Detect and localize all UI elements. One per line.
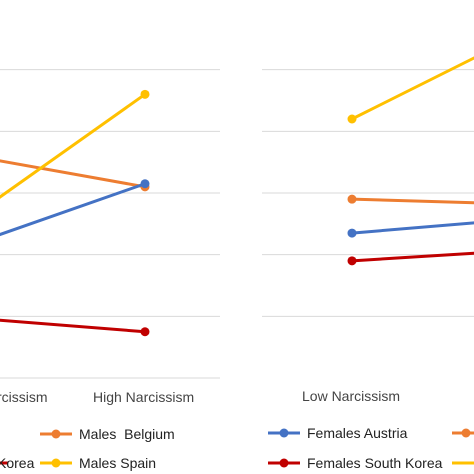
left-x-tick-label-low: rcissism <box>0 389 48 405</box>
legend-item-females-south-korea: Females South Korea <box>268 455 443 471</box>
legend-label-korea: Korea <box>0 455 35 471</box>
series-line <box>0 182 147 237</box>
data-point <box>347 228 357 238</box>
legend-label-males-belgium: Males Belgium <box>79 426 175 442</box>
series-0-3 <box>0 318 150 337</box>
series-1-1 <box>347 194 474 205</box>
series-1-3 <box>347 251 474 266</box>
data-point <box>140 327 150 337</box>
series-line <box>0 159 147 189</box>
series-0-1 <box>0 89 150 199</box>
legend-label-females-south-korea: Females South Korea <box>307 455 443 471</box>
series-0-2 <box>0 179 150 237</box>
series-line <box>350 56 474 121</box>
series-line <box>0 318 147 334</box>
right-panel-gridlines <box>262 69 474 317</box>
legend: Males Belgium Korea Males Spain Females … <box>0 425 474 471</box>
data-point <box>140 179 150 189</box>
legend-swatch-marker <box>279 428 289 438</box>
series-line <box>350 197 474 205</box>
left-x-tick-label-high: High Narcissism <box>93 389 194 405</box>
legend-swatch-marker <box>51 429 61 439</box>
series-1-0 <box>347 56 474 124</box>
legend-label-females-austria: Females Austria <box>307 425 408 441</box>
left-panel-gridlines <box>0 69 220 379</box>
series-line <box>0 92 147 199</box>
legend-item-females-austria: Females Austria <box>268 425 408 441</box>
series-0-0 <box>0 159 150 192</box>
legend-item-korea: Korea <box>0 455 35 471</box>
legend-item-males-spain: Males Spain <box>40 455 156 471</box>
right-x-tick-label-low: Low Narcissism <box>302 388 400 404</box>
legend-swatch-marker <box>51 458 61 468</box>
data-point <box>347 194 357 204</box>
legend-label-males-spain: Males Spain <box>79 455 156 471</box>
series-line <box>350 251 474 263</box>
data-point <box>140 89 150 99</box>
series-layer <box>0 56 474 337</box>
legend-swatch-marker <box>279 458 289 468</box>
data-point <box>347 256 357 266</box>
legend-item-males-belgium: Males Belgium <box>40 426 175 442</box>
legend-swatch-marker <box>461 428 471 438</box>
data-point <box>347 114 357 124</box>
series-line <box>350 221 474 235</box>
series-1-2 <box>347 221 474 238</box>
legend-item-partial-orange <box>452 428 474 438</box>
